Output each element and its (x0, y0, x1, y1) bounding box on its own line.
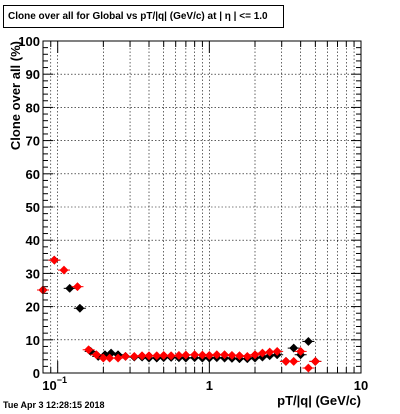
y-tick-label: 60 (26, 167, 40, 182)
data-point (98, 353, 108, 363)
data-point (65, 283, 75, 293)
y-axis-label: Clone over all (%) (8, 41, 23, 150)
data-point (197, 350, 207, 360)
y-tick-label: 80 (26, 100, 40, 115)
data-point (272, 346, 282, 356)
data-point (91, 350, 101, 360)
series-1 (37, 255, 322, 373)
x-tick-label: 10 (42, 378, 56, 393)
data-point (166, 351, 176, 361)
data-point (296, 346, 306, 356)
data-point (204, 350, 214, 360)
grid-lines (42, 41, 362, 373)
data-point (289, 343, 299, 353)
data-point (174, 350, 184, 360)
data-point (212, 350, 222, 360)
timestamp-label: Tue Apr 3 12:28:15 2018 (3, 400, 105, 410)
data-point (144, 351, 154, 361)
data-point (152, 351, 162, 361)
data-point (84, 345, 94, 355)
data-point (59, 265, 69, 275)
data-point (303, 336, 313, 347)
data-point (227, 350, 237, 360)
data-point (281, 356, 291, 366)
y-tick-label: 20 (26, 300, 40, 315)
data-point (265, 347, 275, 357)
data-point (220, 350, 230, 360)
y-tick-label: 40 (26, 233, 40, 248)
data-point (234, 351, 245, 361)
x-tick-label: 1 (206, 378, 213, 393)
data-point (72, 282, 83, 292)
y-tick-label: 100 (18, 34, 40, 49)
data-point (159, 350, 169, 360)
data-point (75, 303, 85, 313)
x-axis-label: pT/|q| (GeV/c) (277, 393, 361, 408)
data-point (310, 356, 320, 366)
data-point (129, 351, 139, 361)
x-tick-label-exponent: −1 (57, 375, 67, 385)
data-point (303, 363, 313, 373)
data-point (289, 356, 299, 366)
y-tick-label: 70 (26, 134, 40, 149)
y-tick-label: 90 (26, 67, 40, 82)
data-point (120, 351, 131, 361)
data-points (37, 255, 322, 373)
chart-title-box: Clone over all for Global vs pT/|q| (GeV… (3, 5, 284, 28)
axis-ticks (42, 40, 362, 374)
x-tick-label: 10 (354, 378, 368, 393)
data-point (181, 350, 191, 360)
chart-title: Clone over all for Global vs pT/|q| (GeV… (8, 11, 268, 22)
data-point (190, 350, 200, 360)
y-tick-label: 10 (26, 333, 40, 348)
y-tick-label: 30 (26, 266, 40, 281)
data-point (105, 353, 115, 363)
data-point (137, 351, 147, 361)
data-point (49, 255, 59, 265)
y-tick-label: 50 (26, 200, 40, 215)
y-tick-label: 0 (33, 366, 40, 381)
plot-frame (42, 40, 362, 374)
